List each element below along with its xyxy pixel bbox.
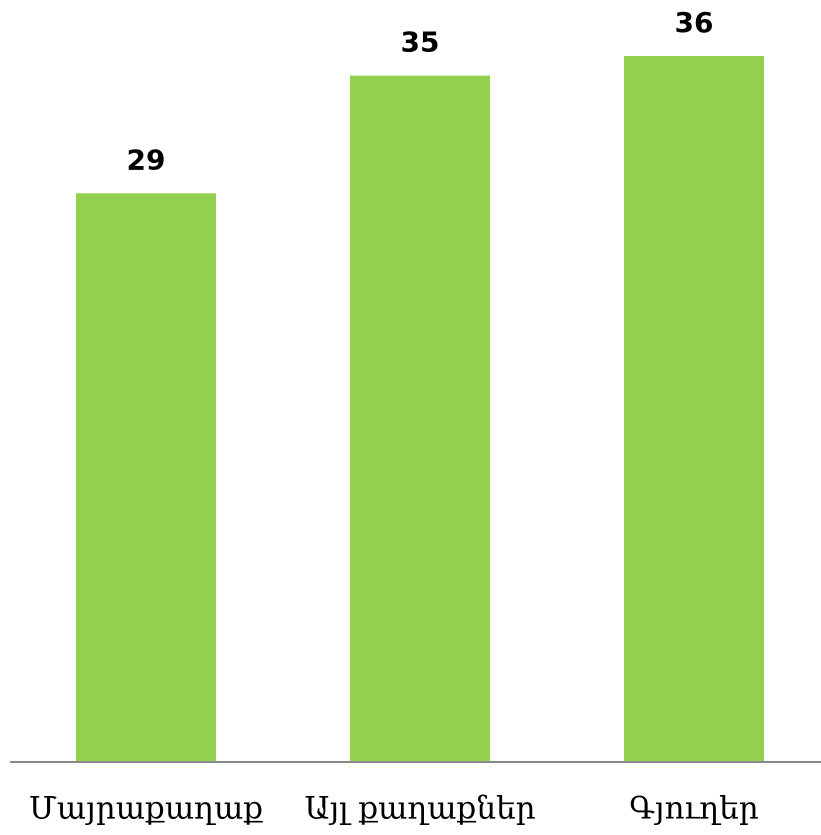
bar [76, 193, 216, 762]
x-tick-label: Մայրաքաղաք [29, 791, 263, 827]
value-label: 29 [127, 143, 166, 176]
x-tick-label: Այլ քաղաքներ [304, 791, 535, 827]
bar [624, 56, 764, 762]
value-label: 36 [675, 6, 714, 39]
bar [350, 75, 490, 763]
x-tick-label: Գյուղեր [629, 791, 758, 827]
value-label: 35 [401, 26, 440, 59]
